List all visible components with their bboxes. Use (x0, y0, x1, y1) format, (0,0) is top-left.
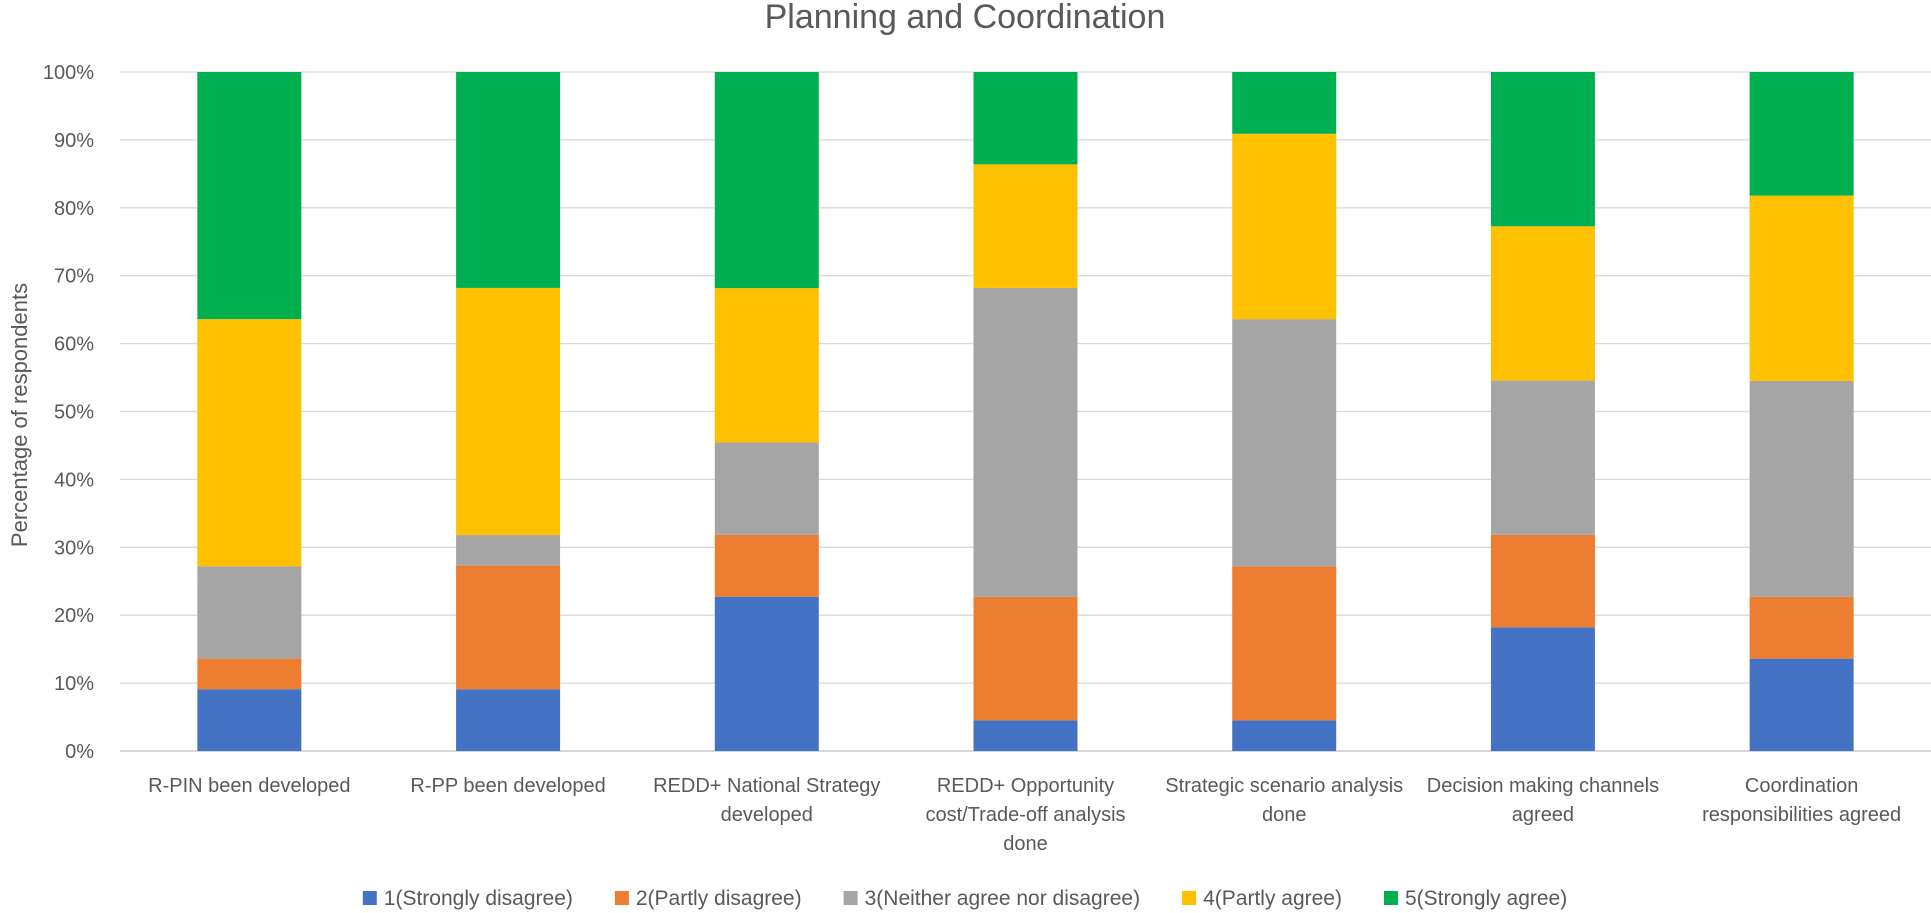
bar-segment (973, 720, 1078, 751)
x-category-label: R-PIN been developed (148, 775, 350, 797)
bar-segment (197, 689, 302, 751)
bar-segment (456, 535, 561, 566)
x-category-label: Strategic scenario analysis done (1165, 775, 1403, 826)
bar-segment (973, 596, 1078, 721)
bar-segment (1232, 133, 1337, 320)
y-tick-label: 40% (54, 469, 94, 491)
bar-segment (1232, 566, 1337, 721)
legend-item: 5(Strongly agree) (1383, 887, 1567, 910)
y-tick-label: 50% (54, 402, 94, 424)
bar-segment (1749, 658, 1854, 751)
legend-label: 2(Partly disagree) (636, 887, 802, 910)
legend-label: 1(Strongly disagree) (384, 887, 573, 910)
bar-segment (456, 72, 561, 288)
bar-segment (197, 658, 302, 690)
x-axis-labels: R-PIN been developed R-PP been developed R… (148, 775, 1901, 855)
bar-segment (1490, 627, 1595, 751)
bar-segment (714, 442, 819, 535)
bar-segment (973, 287, 1078, 597)
y-axis-ticks: 0% 10% 20% 30% 40% 50% 60% 70% 80% 90% 100% (43, 62, 94, 763)
bar-segment (714, 596, 819, 751)
bar-segment (1490, 380, 1595, 535)
bar-segment (456, 287, 561, 536)
legend-swatch (1182, 891, 1197, 905)
y-tick-label: 90% (54, 130, 94, 152)
bar-segment (1232, 319, 1337, 567)
legend-item: 4(Partly agree) (1182, 887, 1342, 910)
bar-segment (973, 164, 1078, 288)
legend-swatch (362, 891, 377, 905)
y-tick-label: 0% (65, 741, 94, 763)
y-tick-label: 60% (54, 334, 94, 356)
x-category-label: REDD+ National Strategy developed (653, 775, 880, 826)
legend: 1(Strongly disagree) 2(Partly disagree) 3(… (362, 887, 1567, 910)
x-category-label: R-PP been developed (410, 775, 605, 797)
legend-item: 3(Neither agree nor disagree) (843, 887, 1140, 910)
bar-segment (1749, 596, 1854, 659)
legend-label: 5(Strongly agree) (1405, 887, 1567, 910)
y-tick-label: 10% (54, 673, 94, 695)
bar-segment (456, 565, 561, 690)
legend-label: 4(Partly agree) (1203, 887, 1342, 910)
bar-segment (197, 566, 302, 659)
bar-segment (1749, 195, 1854, 381)
bar-segment (197, 72, 302, 320)
y-tick-label: 20% (54, 605, 94, 627)
legend-item: 1(Strongly disagree) (362, 887, 573, 910)
y-tick-label: 70% (54, 266, 94, 288)
bar-segment (1232, 720, 1337, 751)
y-tick-label: 100% (43, 62, 94, 84)
y-tick-label: 30% (54, 537, 94, 559)
bar-segment (1490, 72, 1595, 227)
x-category-label: Coordination responsibilities agreed (1702, 775, 1901, 826)
y-axis-title: Percentage of respondents (7, 283, 32, 547)
legend-item: 2(Partly disagree) (614, 887, 802, 910)
legend-label: 3(Neither agree nor disagree) (865, 887, 1140, 910)
chart-title: Planning and Coordination (765, 0, 1166, 36)
bar-segment (456, 689, 561, 751)
bar-segment (714, 534, 819, 597)
x-category-label: REDD+ Opportunity cost/Trade-off analysis… (925, 775, 1125, 855)
bar-segment (1749, 72, 1854, 196)
bar-segment (714, 288, 819, 443)
bar-segment (197, 319, 302, 567)
bar-segment (1490, 226, 1595, 381)
bar-segment (1749, 380, 1854, 597)
bars (197, 72, 1854, 751)
bar-segment (1490, 534, 1595, 628)
legend-swatch (614, 891, 629, 905)
x-category-label: Decision making channels agreed (1427, 775, 1659, 826)
bar-segment (1232, 72, 1337, 134)
legend-swatch (1383, 891, 1398, 905)
bar-segment (714, 72, 819, 289)
legend-swatch (843, 891, 858, 905)
bar-segment (973, 72, 1078, 165)
y-tick-label: 80% (54, 198, 94, 220)
